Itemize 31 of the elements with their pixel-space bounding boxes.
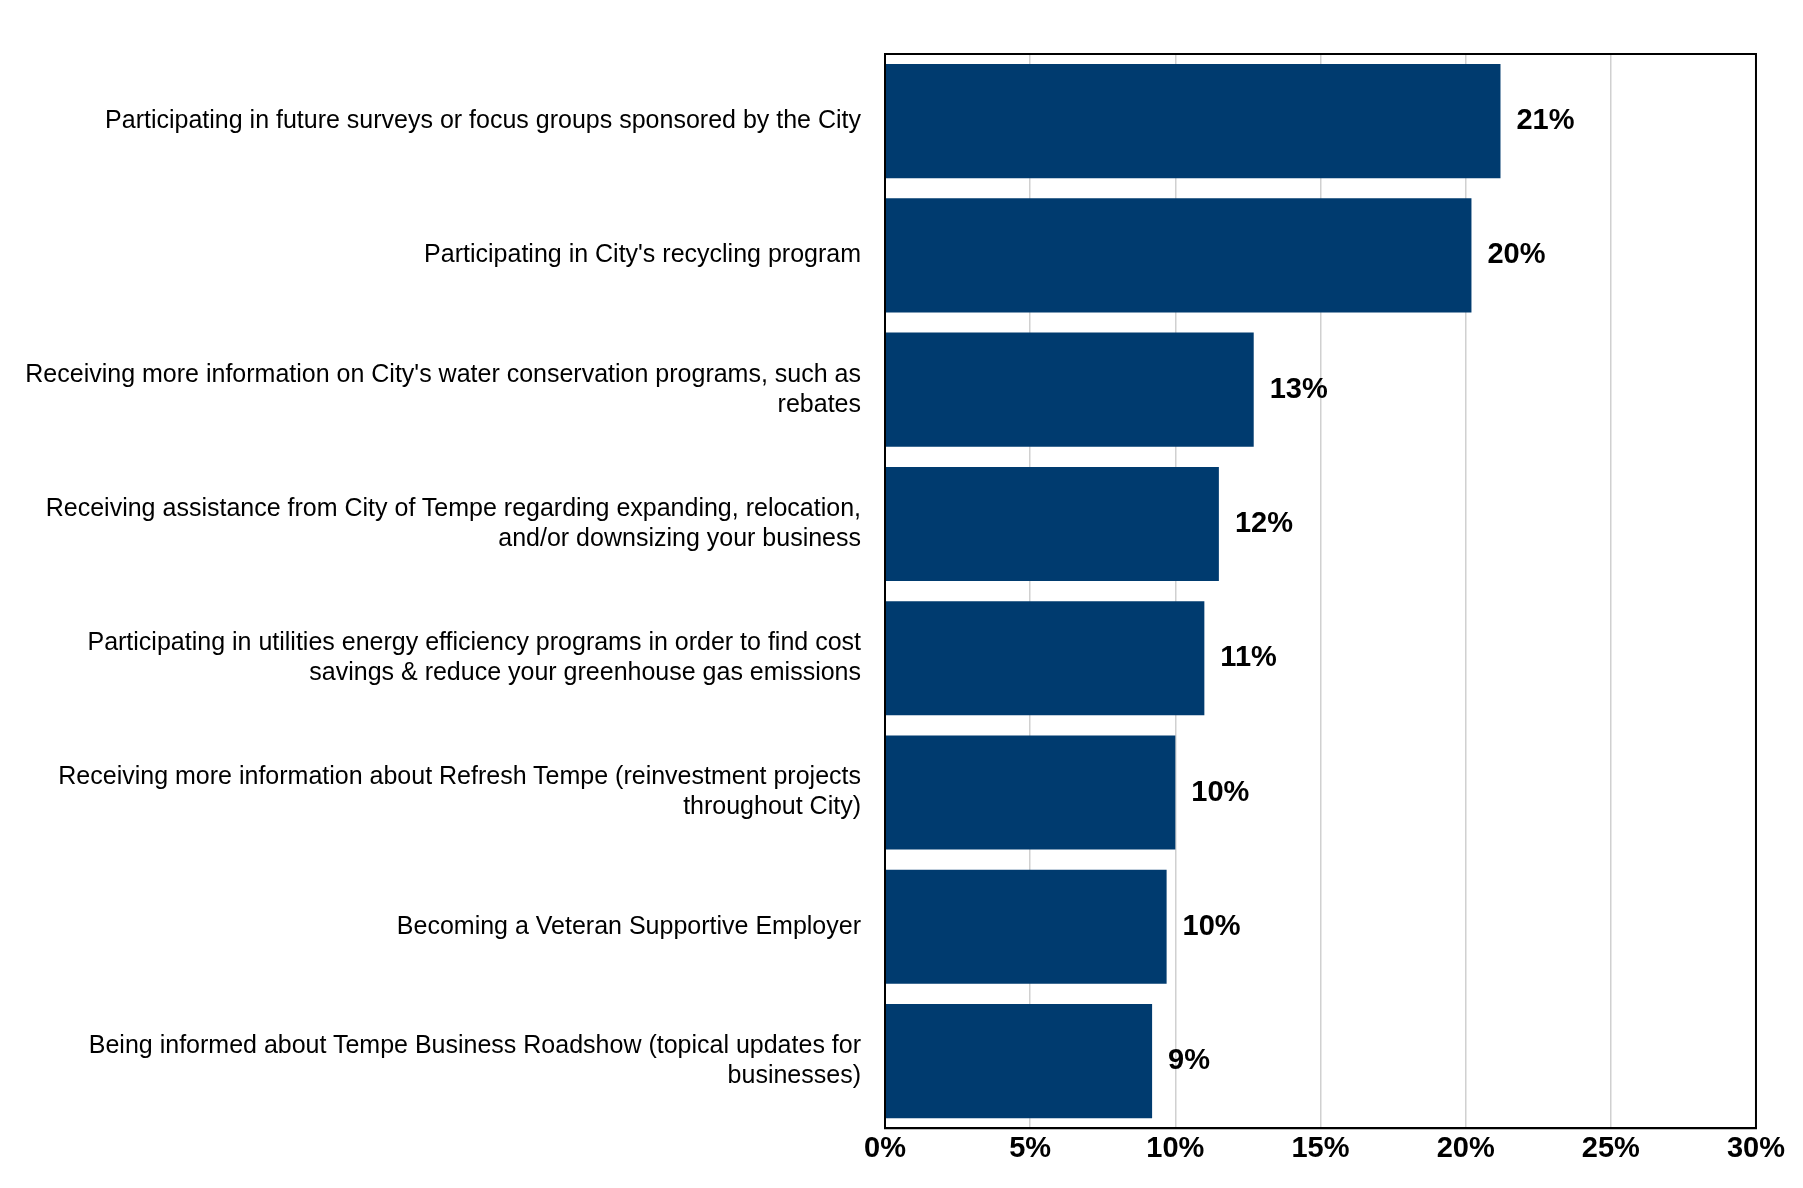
y-tick-label: Participating in City's recycling program (424, 239, 861, 268)
y-tick-label: Becoming a Veteran Supportive Employer (396, 910, 861, 939)
data-label: 21% (1516, 103, 1575, 136)
y-tick-label: Participating in utilities energy efficiency programs in order to find cost savings & reduce your greenhouse gas emissions (87, 627, 862, 686)
data-label: 13% (1269, 371, 1328, 404)
bar (885, 1004, 1153, 1119)
x-tick-label: 5% (1009, 1130, 1052, 1163)
y-tick-label: Receiving more information on City's water conservation programs, such as rebates (25, 358, 861, 417)
x-tick-label: 10% (1146, 1130, 1205, 1163)
y-tick-label: Being informed about Tempe Business Roadshow (topical updates for businesses) (88, 1029, 861, 1088)
x-tick-label: 0% (864, 1130, 907, 1163)
y-tick-label: Receiving assistance from City of Tempe regarding expanding, relocation, and/or downsizing your business (45, 492, 861, 551)
bar (885, 198, 1472, 313)
data-label: 10% (1191, 774, 1250, 807)
data-label: 10% (1182, 908, 1241, 941)
data-label: 20% (1487, 237, 1546, 270)
bar (885, 735, 1176, 850)
bar (885, 601, 1205, 716)
x-tick-label: 30% (1726, 1130, 1786, 1163)
x-tick-label: 20% (1436, 1130, 1495, 1163)
data-label: 9% (1168, 1043, 1211, 1076)
bar (885, 332, 1254, 447)
y-tick-label: Receiving more information about Refresh Tempe (reinvestment projects throughout City) (58, 761, 861, 820)
bar (885, 869, 1167, 984)
bar (885, 466, 1219, 582)
data-label: 12% (1234, 505, 1294, 538)
y-tick-label: Participating in future surveys or focus groups sponsored by the City (105, 105, 862, 134)
bar (885, 64, 1501, 179)
data-label: 11% (1220, 640, 1278, 673)
x-tick-label: 15% (1291, 1130, 1350, 1163)
x-tick-label: 25% (1581, 1130, 1641, 1163)
